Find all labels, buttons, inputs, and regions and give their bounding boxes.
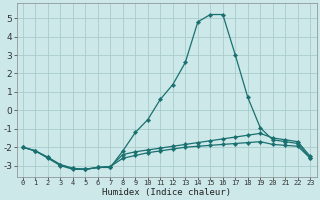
X-axis label: Humidex (Indice chaleur): Humidex (Indice chaleur) — [102, 188, 231, 197]
